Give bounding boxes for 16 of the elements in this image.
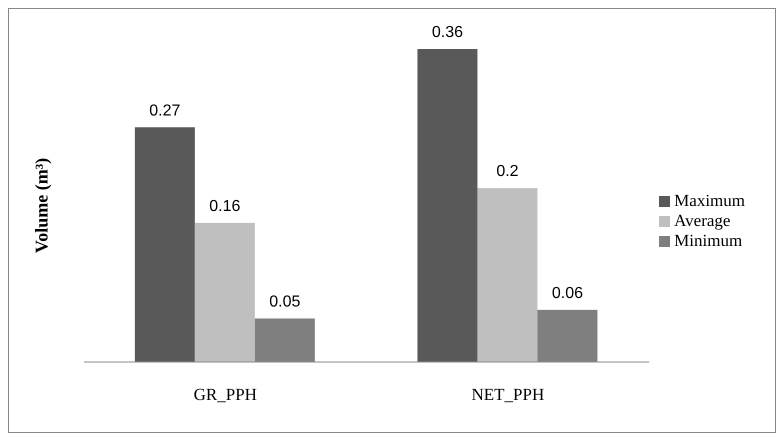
data-label: 0.36 — [432, 24, 464, 41]
data-label: 0.06 — [552, 284, 584, 302]
data-label: 0.16 — [209, 198, 241, 215]
bar — [417, 49, 478, 362]
data-label: 0.2 — [496, 163, 519, 180]
y-axis-title: Volume (m³) — [31, 158, 52, 254]
data-label: 0.05 — [269, 294, 301, 311]
x-tick-label: NET_PPH — [472, 385, 544, 404]
legend-label: Average — [674, 210, 730, 230]
bar — [134, 127, 195, 362]
legend-label: Minimum — [674, 230, 742, 250]
bar — [477, 188, 538, 362]
legend-label: Maximum — [674, 190, 745, 210]
bar — [194, 222, 255, 362]
data-label: 0.27 — [149, 102, 181, 120]
x-tick-label: GR_PPH — [194, 385, 257, 404]
